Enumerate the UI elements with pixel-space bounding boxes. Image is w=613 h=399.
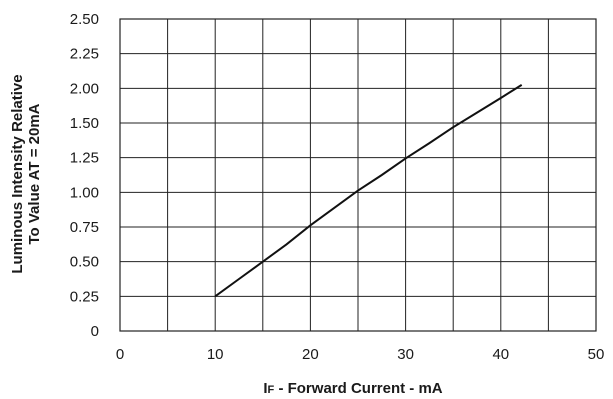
x-axis-ticks: 0 10 20 30 40 50 xyxy=(116,346,605,363)
y-tick-label: 0.50 xyxy=(70,254,99,271)
x-tick-label: 10 xyxy=(207,346,224,363)
x-tick-label: 0 xyxy=(116,346,124,363)
plot-frame xyxy=(119,18,597,332)
x-axis-title-rest: - Forward Current - mA xyxy=(274,380,443,397)
y-tick-label: 0 xyxy=(91,323,99,340)
x-tick-label: 50 xyxy=(588,346,605,363)
x-tick-label: 30 xyxy=(397,346,414,363)
y-tick-label: 1.25 xyxy=(70,150,99,167)
x-axis-title: IF - Forward Current - mA xyxy=(263,380,442,397)
x-axis-title-prefix: I xyxy=(263,380,267,397)
y-axis-title: Luminous Intensity Relative To Value AT … xyxy=(9,74,43,273)
y-tick-label: 2.25 xyxy=(70,46,99,63)
y-tick-label: 2.50 xyxy=(70,11,99,28)
y-tick-label: 0.75 xyxy=(70,219,99,236)
x-tick-label: 40 xyxy=(492,346,509,363)
x-axis-title-sub: F xyxy=(268,384,275,396)
y-tick-label: 0.25 xyxy=(70,288,99,305)
y-tick-label: 1.00 xyxy=(70,184,99,201)
y-axis-title-line2: To Value AT = 20mA xyxy=(26,103,43,244)
y-axis-title-line1: Luminous Intensity Relative xyxy=(9,74,26,273)
x-tick-label: 20 xyxy=(302,346,319,363)
series-line xyxy=(214,84,523,298)
y-tick-label: 2.00 xyxy=(70,80,99,97)
chart-grid xyxy=(119,18,597,332)
y-tick-label: 1.50 xyxy=(70,115,99,132)
y-axis-ticks: 0 0.25 0.50 0.75 1.00 1.25 1.50 2.00 2.25 2.50 xyxy=(70,11,99,340)
